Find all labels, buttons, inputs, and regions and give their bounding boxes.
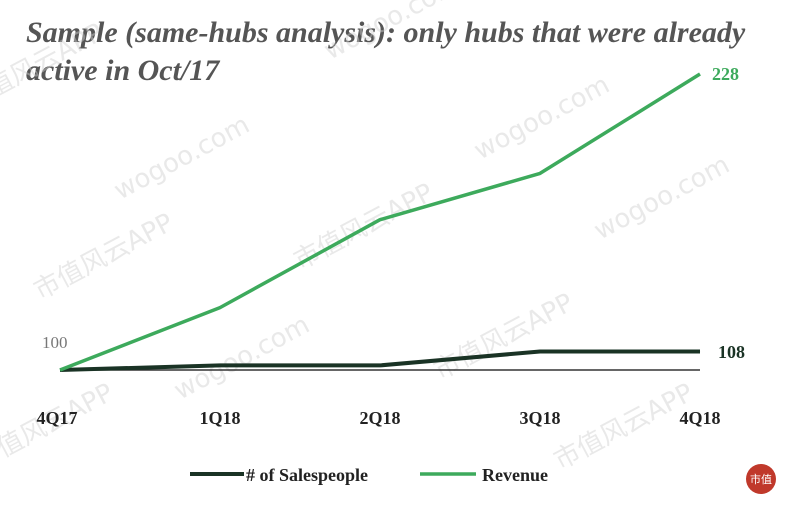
- x-tick-label-1Q18: 1Q18: [199, 408, 240, 428]
- watermark-layer: 市值风云APPwogoo.com市值风云APPwogoo.com市值风云APPw…: [0, 0, 735, 476]
- watermark-text: 市值风云APP: [0, 18, 109, 116]
- legend: # of Salespeople Revenue: [190, 465, 548, 485]
- x-tick-label-3Q18: 3Q18: [519, 408, 560, 428]
- watermark-text: 市值风云APP: [29, 208, 178, 306]
- x-tick-label-2Q18: 2Q18: [359, 408, 400, 428]
- logo-text: 市值: [750, 472, 772, 486]
- salespeople-end-label: 108: [718, 342, 745, 362]
- legend-item-salespeople: # of Salespeople: [190, 465, 368, 485]
- watermark-text: wogoo.com: [169, 310, 314, 406]
- watermark-text: wogoo.com: [319, 0, 464, 66]
- app-logo: 市值: [746, 464, 776, 494]
- watermark-text: wogoo.com: [469, 70, 614, 166]
- x-tick-label-4Q17: 4Q17: [36, 408, 77, 428]
- salespeople-line: [59, 349, 700, 372]
- legend-label: Revenue: [482, 465, 548, 485]
- legend-item-revenue: Revenue: [420, 465, 548, 485]
- watermark-text: 市值风云APP: [429, 288, 578, 386]
- x-tick-label-4Q18: 4Q18: [679, 408, 720, 428]
- watermark-text: 市值风云APP: [549, 378, 698, 476]
- chart-title: Sample (same-hubs analysis): only hubs t…: [26, 16, 746, 87]
- start-value-label: 100: [42, 333, 68, 352]
- revenue-end-label: 228: [712, 64, 739, 84]
- watermark-text: wogoo.com: [589, 150, 734, 246]
- legend-label: # of Salespeople: [246, 465, 368, 485]
- watermark-text: wogoo.com: [109, 110, 254, 206]
